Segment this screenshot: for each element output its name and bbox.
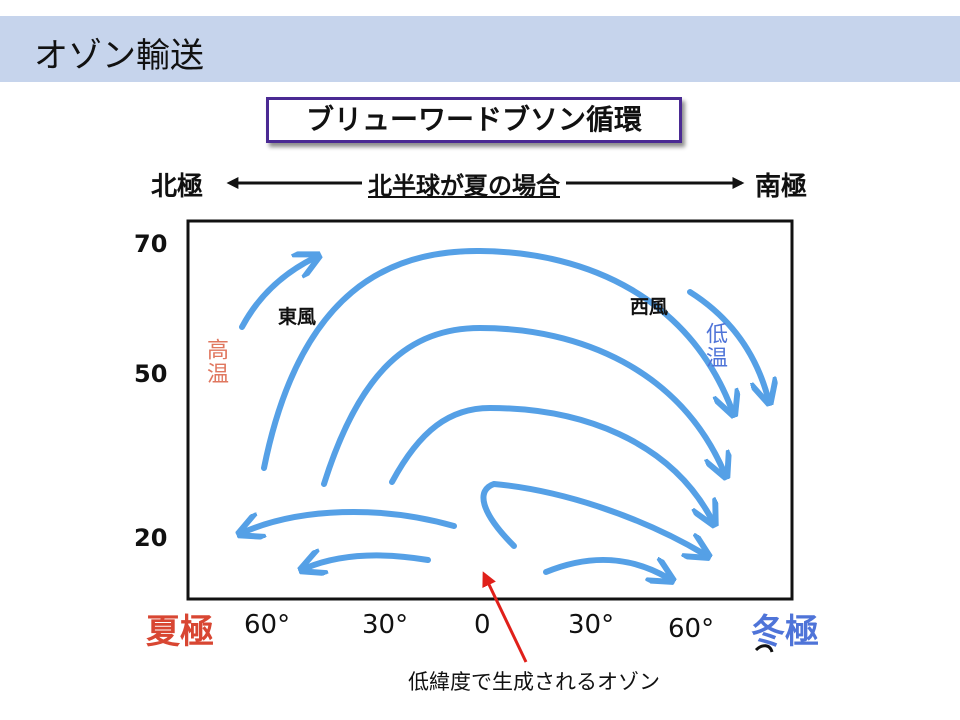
y-tick-70: 70 [134, 230, 168, 258]
x-tick-60-summer: 60° [244, 610, 291, 640]
plot-frame [186, 219, 794, 601]
winter-pole-label: 冬極 [751, 612, 819, 652]
low-branch-left-upper [244, 508, 457, 532]
circulation-arrow-second [321, 324, 724, 487]
x-tick-30-summer: 30° [362, 610, 409, 640]
diagram-title-box: ブリューワードブソン循環 [266, 97, 682, 143]
south-pole-label: 南極 [755, 172, 808, 202]
low-branch-left-lower [306, 555, 431, 568]
low-branch-right [543, 560, 668, 578]
high-temp-label: 高温 [203, 338, 228, 386]
y-tick-20: 20 [134, 524, 168, 552]
slide-title: オゾン輸送 [34, 36, 204, 76]
easterly-label: 東風 [278, 306, 317, 328]
ozone-pointer-arrow [482, 571, 528, 663]
circulation-arrow-third [389, 404, 712, 520]
x-tick-60-winter: 60° [668, 614, 715, 644]
x-tick-equator: 0 [474, 610, 491, 640]
summer-pole-label: 夏極 [146, 612, 214, 652]
westerly-label: 西風 [630, 296, 669, 318]
westerly-arrow [687, 289, 768, 398]
low-temp-label: 低温 [702, 322, 727, 370]
circulation-arrow-outer [261, 247, 732, 471]
x-tick-30-winter: 30° [568, 610, 615, 640]
diagram-title: ブリューワードブソン循環 [305, 103, 642, 136]
y-tick-50: 50 [134, 360, 168, 388]
circulation-arrow-inner [480, 480, 704, 554]
easterly-arrow [239, 258, 314, 330]
ozone-caption: 低緯度で生成されるオゾン [408, 670, 660, 694]
hemisphere-label: 北半球が夏の場合 [362, 166, 566, 201]
curl-mark-icon [754, 644, 774, 653]
north-pole-label: 北極 [151, 172, 204, 202]
title-bar [0, 16, 960, 82]
